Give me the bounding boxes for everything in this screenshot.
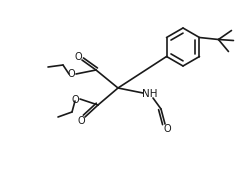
Text: O: O	[67, 69, 75, 79]
Text: NH: NH	[142, 89, 158, 99]
Text: O: O	[163, 124, 171, 134]
Text: O: O	[71, 95, 79, 105]
Text: O: O	[74, 52, 82, 62]
Text: O: O	[77, 116, 85, 126]
